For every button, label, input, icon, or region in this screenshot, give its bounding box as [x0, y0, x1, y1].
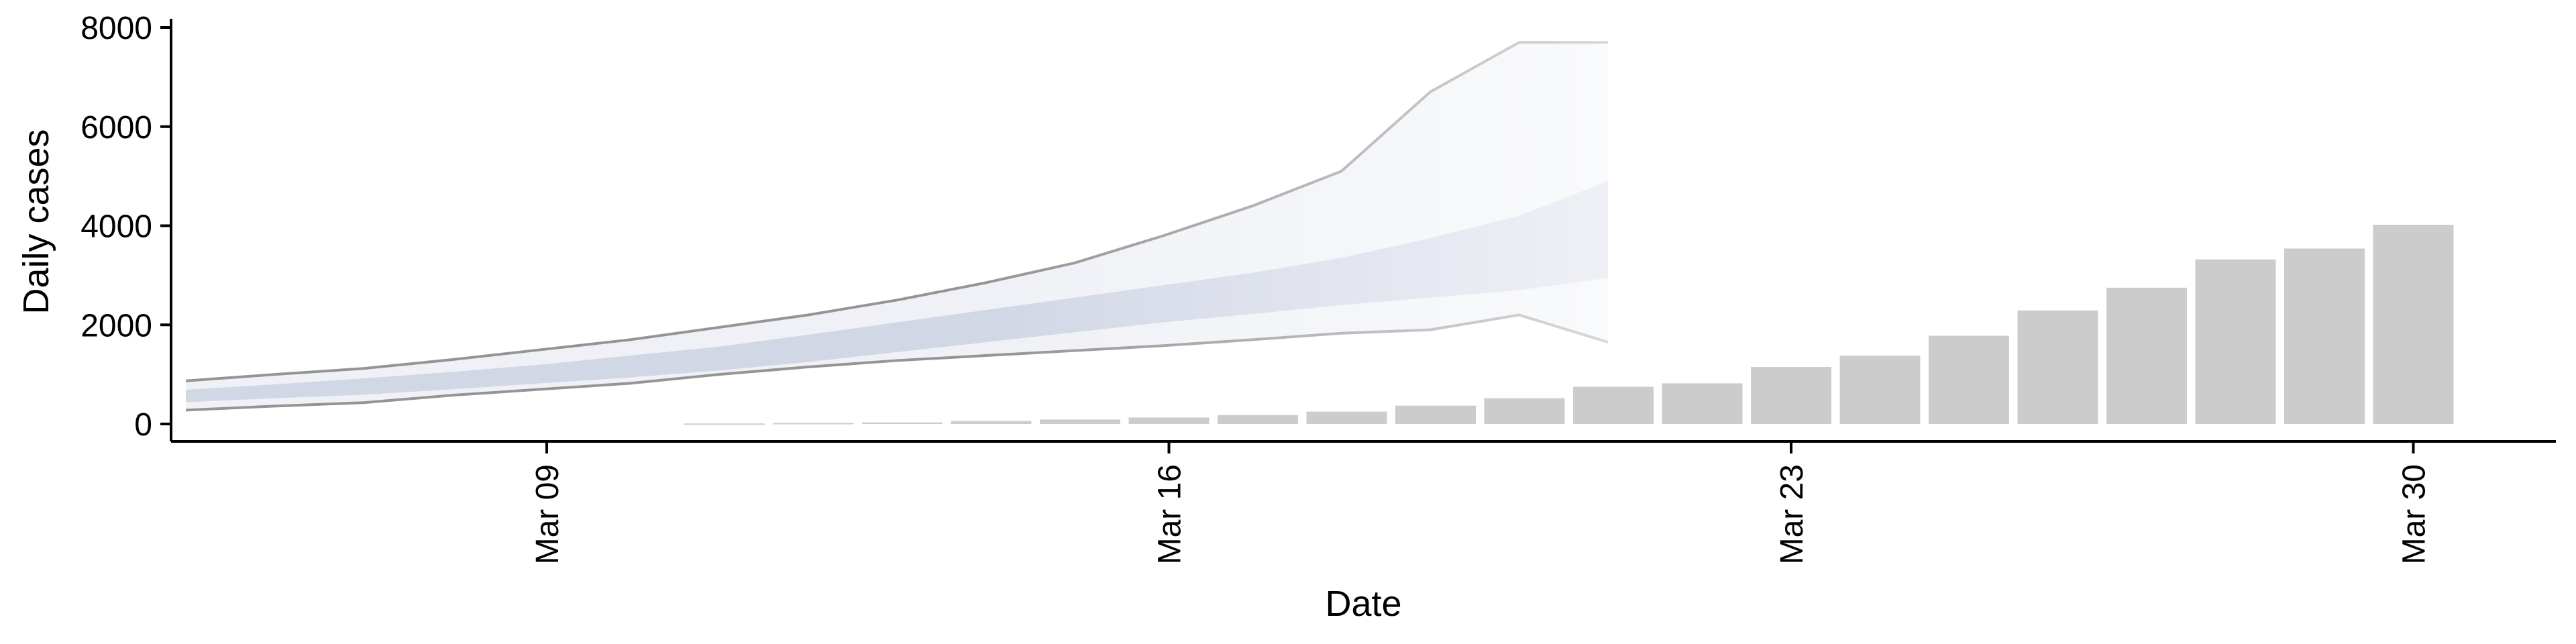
forecast-fade-overlay	[991, 20, 1620, 435]
forecast-band-layer	[185, 20, 1620, 435]
bar	[1839, 356, 1921, 424]
bar	[1395, 405, 1476, 424]
bar	[1218, 415, 1298, 424]
bar	[1040, 419, 1120, 424]
bar	[2017, 310, 2098, 424]
x-ticks: Mar 09 Mar 16 Mar 23 Mar 30	[530, 441, 2432, 564]
bar	[1751, 367, 1831, 424]
bar	[684, 423, 765, 425]
bar	[951, 421, 1032, 424]
y-tick-label: 8000	[80, 11, 152, 46]
y-axis-title: Daily cases	[16, 129, 56, 314]
x-tick-label: Mar 23	[1774, 464, 1810, 564]
x-tick-label: Mar 09	[530, 464, 566, 564]
x-tick-label: Mar 16	[1152, 464, 1188, 564]
bar	[862, 422, 943, 424]
y-tick-label: 2000	[80, 308, 152, 343]
bar	[2373, 225, 2454, 424]
bar	[2284, 248, 2365, 424]
y-tick-label: 0	[134, 407, 152, 443]
y-tick-label: 4000	[80, 209, 152, 245]
bar	[2106, 287, 2187, 424]
bar	[2195, 259, 2276, 424]
bar	[1128, 417, 1210, 424]
x-tick-label: Mar 30	[2397, 464, 2432, 564]
bar	[1929, 335, 2009, 424]
bar	[1306, 411, 1387, 424]
bar	[773, 423, 854, 425]
x-axis-title: Date	[1325, 584, 1401, 624]
bars-layer	[684, 225, 2454, 425]
y-tick-label: 6000	[80, 110, 152, 146]
y-ticks: 0 2000 4000 6000 8000	[80, 11, 171, 443]
bar	[1573, 386, 1654, 424]
bar	[1484, 398, 1565, 424]
axes-layer	[170, 19, 2556, 443]
bar	[1662, 383, 1743, 424]
